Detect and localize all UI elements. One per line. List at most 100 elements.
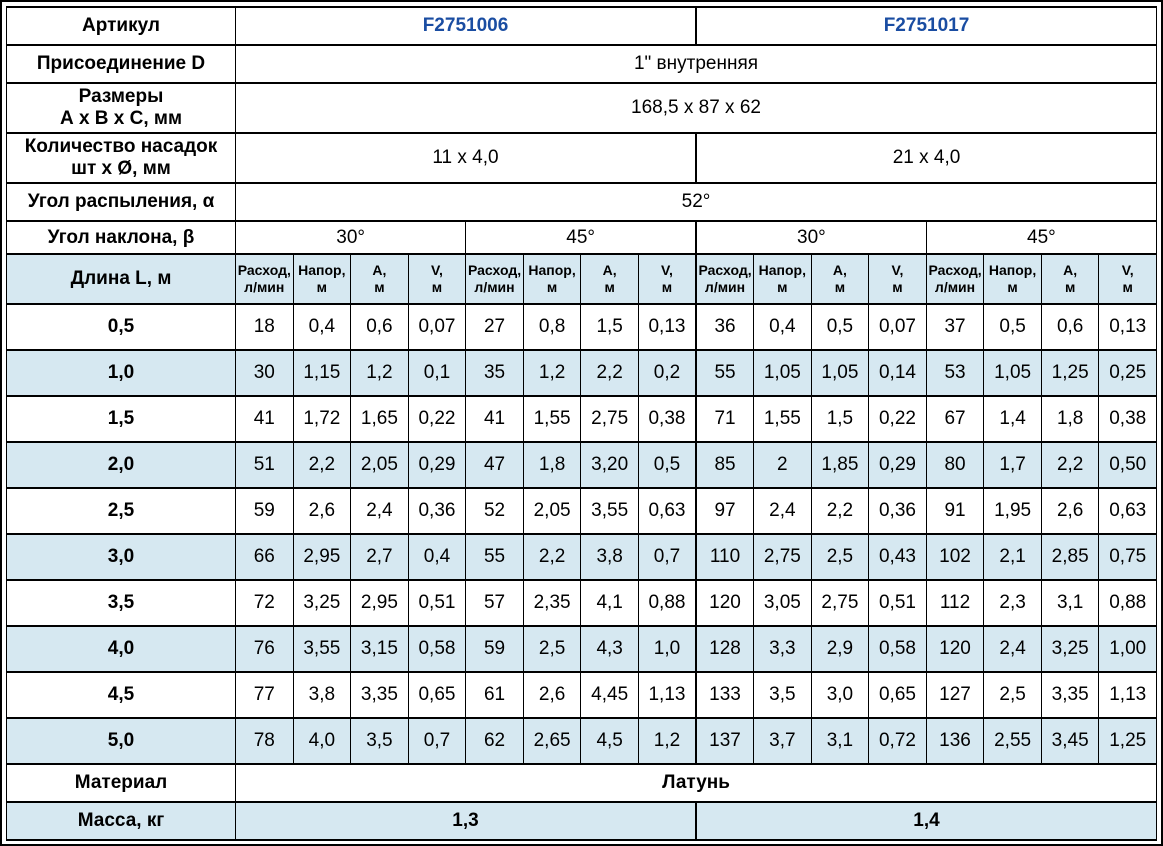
dimensions-label-line2: А х В х С, мм — [59, 108, 183, 129]
data-cell: 120 — [695, 579, 755, 627]
data-cell: 3,55 — [580, 487, 639, 535]
data-cell: 51 — [235, 441, 294, 489]
row-articul: Артикул F2751006 F2751017 — [6, 6, 1157, 46]
data-cell: 3,20 — [580, 441, 639, 489]
data-cell: 62 — [465, 717, 524, 765]
material-value: Латунь — [235, 763, 1157, 803]
data-cell: 37 — [925, 303, 985, 351]
data-cell: 3,05 — [753, 579, 812, 627]
data-cell: 2,5 — [522, 625, 582, 673]
nozzles-label-line2: шт х Ø, мм — [71, 158, 171, 179]
tilt-angle-label: Угол наклона, β — [6, 220, 236, 255]
data-cell: 2,7 — [350, 533, 409, 581]
col-header-head: Напор, м — [753, 253, 812, 305]
length-value: 2,0 — [6, 441, 236, 489]
col-header-line2: м — [316, 279, 328, 295]
data-cell: 0,88 — [1098, 579, 1157, 627]
data-row-length-2,0: 2,0 51 2,2 2,05 0,29 47 1,8 3,20 0,5 85 2 1,85 0,29 8… — [6, 441, 1157, 489]
data-cell: 0,38 — [1098, 395, 1157, 443]
articul-value-f2751006[interactable]: F2751006 — [235, 6, 697, 46]
data-cell: 1,05 — [753, 349, 812, 397]
data-cell: 3,0 — [810, 671, 870, 719]
nozzles-value-1: 11 x 4,0 — [235, 132, 697, 184]
col-header-line1: Расход, — [928, 261, 982, 278]
data-cell: 3,25 — [292, 579, 352, 627]
data-cell: 67 — [925, 395, 985, 443]
data-cell: 76 — [235, 625, 294, 673]
data-row-length-3,0: 3,0 66 2,95 2,7 0,4 55 2,2 3,8 0,7 110 2,75 2,5 0,43… — [6, 533, 1157, 581]
data-cell: 1,4 — [983, 395, 1042, 443]
row-tilt-angle: Угол наклона, β 30° 45° 30° 45° — [6, 220, 1158, 255]
data-cell: 2,55 — [983, 717, 1042, 765]
data-cell: 1,2 — [522, 349, 582, 397]
data-cell: 2,35 — [522, 579, 582, 627]
data-cell: 97 — [695, 487, 755, 535]
col-header-line1: А, — [372, 261, 387, 278]
data-cell: 0,36 — [407, 487, 467, 535]
product-spec-table: Артикул F2751006 F2751017 Присоединение … — [6, 6, 1158, 841]
data-cell: 2,95 — [350, 579, 409, 627]
col-header-line2: м — [661, 279, 673, 295]
data-cell: 1,5 — [810, 395, 870, 443]
data-row-length-3,5: 3,5 72 3,25 2,95 0,51 57 2,35 4,1 0,88 120 3,05 2,7… — [6, 579, 1157, 627]
mass-value-1: 1,3 — [235, 801, 697, 841]
data-cell: 18 — [235, 303, 294, 351]
data-cell: 1,7 — [983, 441, 1042, 489]
data-cell: 3,15 — [350, 625, 409, 673]
data-cell: 0,58 — [868, 625, 927, 673]
col-header-a: А, м — [1040, 253, 1100, 305]
data-cell: 3,5 — [753, 671, 812, 719]
data-cell: 1,2 — [637, 717, 697, 765]
data-cell: 71 — [695, 395, 755, 443]
nozzles-label: Количество насадок шт х Ø, мм — [6, 132, 236, 184]
data-cell: 0,29 — [407, 441, 467, 489]
data-row-length-1,5: 1,5 41 1,72 1,65 0,22 41 1,55 2,75 0,38 71 1,55 1,5… — [6, 395, 1157, 443]
data-cell: 0,72 — [868, 717, 927, 765]
data-cell: 3,25 — [1040, 625, 1100, 673]
nozzles-label-line1: Количество насадок — [24, 136, 218, 158]
data-cell: 0,2 — [637, 349, 697, 397]
col-header-line2: л/мин — [704, 279, 746, 295]
data-cell: 1,15 — [292, 349, 352, 397]
data-cell: 3,35 — [1040, 671, 1100, 719]
data-cell: 4,3 — [580, 625, 639, 673]
data-cell: 0,75 — [1098, 533, 1157, 581]
data-row-length-5,0: 5,0 78 4,0 3,5 0,7 62 2,65 4,5 1,2 137 3,7 3,1 0,72 1… — [6, 717, 1157, 765]
articul-value-f2751017[interactable]: F2751017 — [695, 6, 1157, 46]
data-cell: 112 — [925, 579, 985, 627]
data-cell: 0,65 — [868, 671, 927, 719]
data-cell: 1,25 — [1098, 717, 1157, 765]
dimensions-label: Размеры А х В х С, мм — [6, 82, 236, 134]
data-cell: 30 — [235, 349, 294, 397]
data-cell: 80 — [925, 441, 985, 489]
data-cell: 1,55 — [522, 395, 582, 443]
data-cell: 0,13 — [637, 303, 697, 351]
tilt-angle-45-left: 45° — [465, 220, 697, 255]
col-header-line2: м — [892, 279, 903, 295]
data-cell: 2 — [753, 441, 812, 489]
col-header-head: Напор, м — [292, 253, 352, 305]
col-header-flow: Расход, л/мин — [235, 253, 294, 305]
data-cell: 0,63 — [637, 487, 697, 535]
col-header-line1: Напор, — [988, 261, 1037, 278]
length-value: 5,0 — [6, 717, 236, 765]
data-cell: 2,6 — [1040, 487, 1100, 535]
data-cell: 57 — [465, 579, 524, 627]
data-cell: 2,05 — [522, 487, 582, 535]
data-cell: 36 — [695, 303, 755, 351]
col-header-line2: л/мин — [474, 279, 515, 295]
data-row-length-4,0: 4,0 76 3,55 3,15 0,58 59 2,5 4,3 1,0 128 3,3 2,9 0,5… — [6, 625, 1157, 673]
length-value: 3,5 — [6, 579, 236, 627]
col-header-a: А, м — [580, 253, 639, 305]
data-cell: 3,7 — [753, 717, 812, 765]
data-cell: 0,43 — [868, 533, 927, 581]
data-cell: 137 — [695, 717, 755, 765]
data-cell: 133 — [695, 671, 755, 719]
row-nozzles: Количество насадок шт х Ø, мм 11 x 4,0 2… — [6, 132, 1157, 184]
data-cell: 1,2 — [350, 349, 409, 397]
col-header-line1: V, — [430, 261, 443, 278]
data-cell: 0,51 — [407, 579, 467, 627]
dimensions-label-line1: Размеры — [78, 86, 164, 108]
data-row-length-4,5: 4,5 77 3,8 3,35 0,65 61 2,6 4,45 1,13 133 3,5 3,0 0,… — [6, 671, 1157, 719]
